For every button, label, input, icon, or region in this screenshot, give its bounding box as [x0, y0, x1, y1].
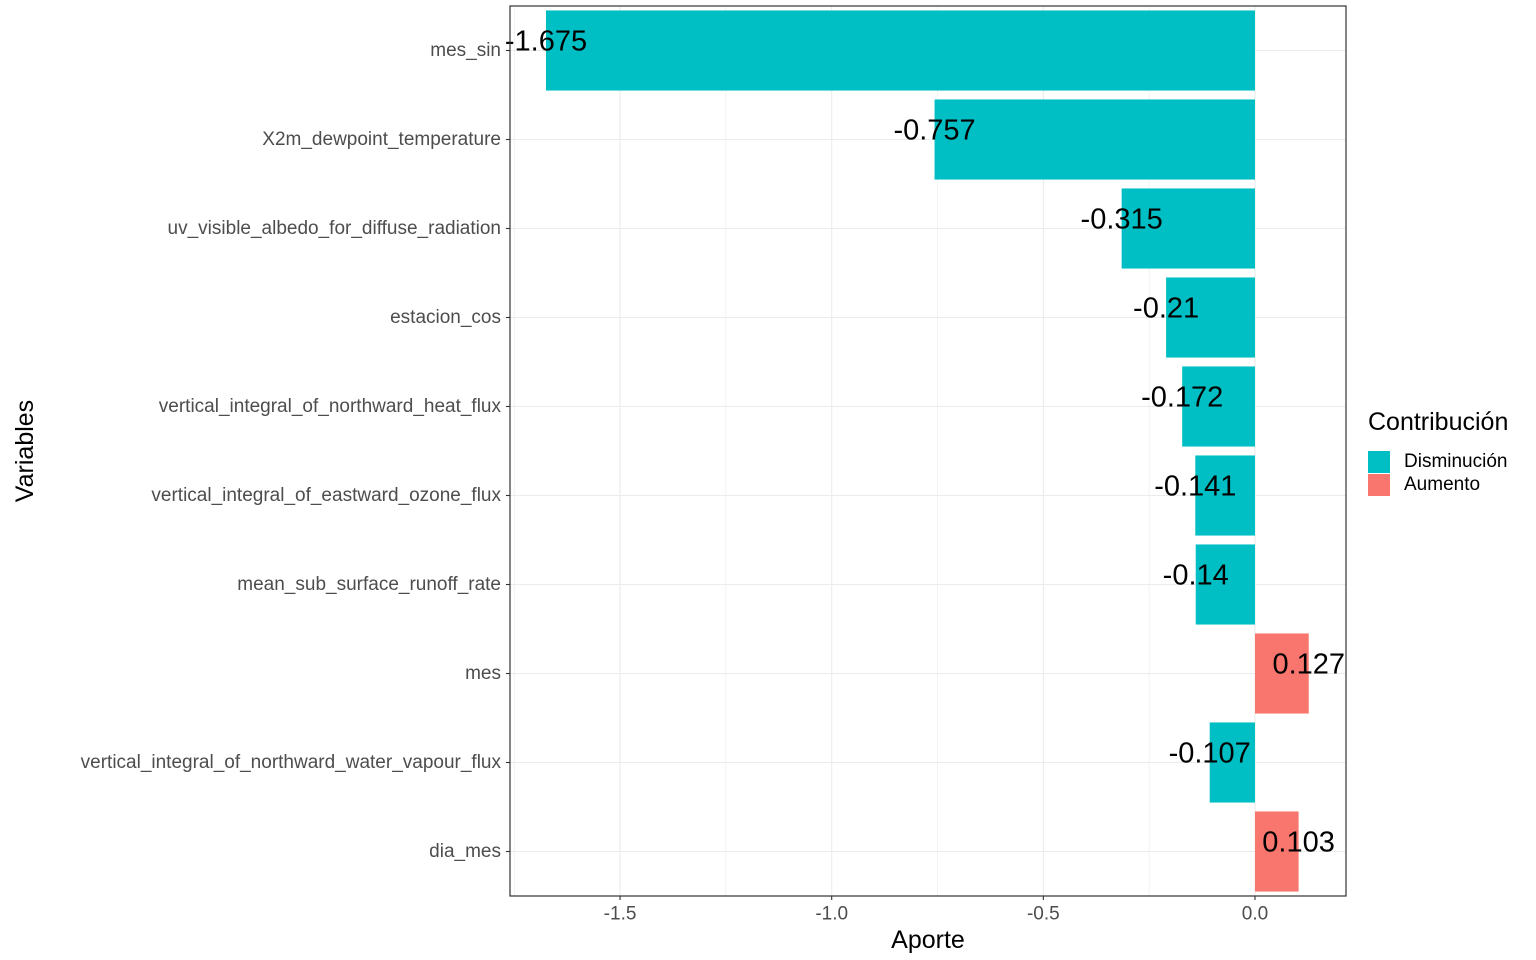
legend-label-disminucion: Disminución [1404, 450, 1508, 472]
bar-vertical-integral-of-eastward-ozone-flux [1195, 455, 1255, 536]
data-label-uv-visible-albedo-for-diffuse-radiation: -0.315 [1081, 204, 1163, 236]
y-tick-label-mes: mes [465, 663, 501, 684]
legend-item-disminucion: Disminución [1368, 450, 1507, 473]
bars-layer [545, 10, 1309, 892]
y-tick-label-vertical-integral-of-northward-heat-flux: vertical_integral_of_northward_heat_flux [159, 396, 502, 417]
x-tick-label: 0.0 [1242, 904, 1268, 925]
legend-item-aumento: Aumento [1368, 473, 1480, 496]
data-label-estacion-cos: -0.21 [1133, 293, 1199, 325]
y-tick-label-x2m-dewpoint-temperature: X2m_dewpoint_temperature [262, 129, 501, 150]
x-axis: -1.5 -1.0 -0.5 0.0 [604, 896, 1268, 925]
data-label-mes: 0.127 [1272, 649, 1345, 681]
x-tick-label: -1.0 [815, 904, 848, 925]
y-tick-label-vertical-integral-of-eastward-ozone-flux: vertical_integral_of_eastward_ozone_flux [151, 485, 501, 506]
data-label-vertical-integral-of-eastward-ozone-flux: -0.141 [1154, 471, 1236, 503]
y-axis: mes_sin X2m_dewpoint_temperature uv_visibl… [81, 40, 510, 862]
x-axis-title: Aporte [891, 926, 965, 954]
y-tick-label-uv-visible-albedo-for-diffuse-radiation: uv_visible_albedo_for_diffuse_radiation [168, 218, 501, 239]
y-tick-label-estacion-cos: estacion_cos [390, 307, 501, 328]
bar-x2m-dewpoint-temperature [934, 99, 1255, 180]
y-tick-label-mean-sub-surface-runoff-rate: mean_sub_surface_runoff_rate [237, 574, 501, 595]
x-tick-label: -1.5 [604, 904, 637, 925]
legend-title: Contribución [1368, 408, 1509, 436]
data-label-dia-mes: 0.103 [1262, 827, 1335, 859]
data-label-vertical-integral-of-northward-water-vapour-flux: -0.107 [1169, 738, 1251, 770]
data-label-x2m-dewpoint-temperature: -0.757 [893, 115, 975, 147]
bar-mean-sub-surface-runoff-rate [1195, 544, 1255, 625]
data-label-vertical-integral-of-northward-heat-flux: -0.172 [1141, 382, 1223, 414]
bar-estacion-cos [1166, 277, 1255, 358]
legend-label-aumento: Aumento [1404, 473, 1481, 495]
bar-vertical-integral-of-northward-water-vapour-flux [1209, 722, 1255, 803]
bar-mes-sin [545, 10, 1255, 91]
panel-border [509, 5, 1347, 897]
legend-key-disminucion [1368, 450, 1390, 473]
y-axis-title: Variables [11, 400, 39, 502]
data-label-mes-sin: -1.675 [505, 26, 587, 58]
x-tick-label: -0.5 [1027, 904, 1060, 925]
y-tick-label-vertical-integral-of-northward-water-vapour-flux: vertical_integral_of_northward_water_vap… [81, 752, 502, 773]
bar-mes [1254, 633, 1309, 714]
data-label-mean-sub-surface-runoff-rate: -0.14 [1163, 560, 1229, 592]
bar-uv-visible-albedo-for-diffuse-radiation [1121, 188, 1255, 269]
y-tick-label-mes-sin: mes_sin [430, 40, 501, 61]
data-labels-layer: -1.675 -0.757 -0.315 -0.21 -0.172 -0.141 -0.14… [505, 26, 1345, 859]
bar-dia-mes [1254, 811, 1299, 892]
bar-vertical-integral-of-northward-heat-flux [1182, 366, 1255, 447]
legend-key-aumento [1368, 473, 1390, 496]
y-tick-label-dia-mes: dia_mes [429, 841, 501, 862]
